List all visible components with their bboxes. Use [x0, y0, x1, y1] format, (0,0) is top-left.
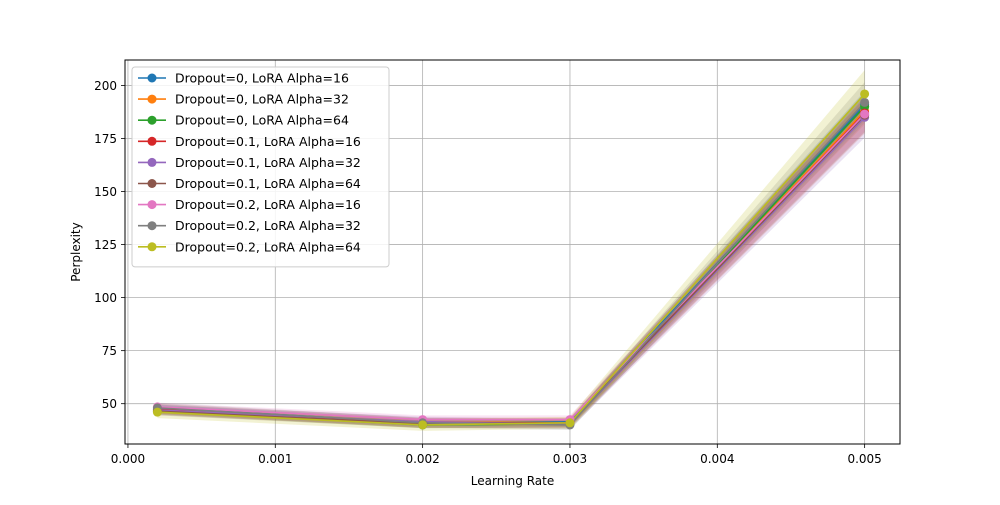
- legend-swatch-marker: [147, 157, 157, 167]
- legend-swatch-marker: [147, 179, 157, 188]
- legend-entry: Dropout=0, LoRA Alpha=64: [175, 113, 349, 128]
- plot-frame: [124, 59, 901, 445]
- data-point: [152, 407, 162, 417]
- y-axis-label: Perplexity: [69, 222, 83, 282]
- series-markers: [152, 89, 870, 430]
- data-point: [860, 109, 870, 119]
- y-tick-label: 75: [102, 344, 117, 358]
- legend-entry: Dropout=0.1, LoRA Alpha=16: [175, 134, 361, 149]
- legend: Dropout=0, LoRA Alpha=16 Dropout=0, LoRA …: [131, 66, 390, 268]
- x-tick-label: 0.005: [847, 452, 881, 466]
- legend-entry: Dropout=0, LoRA Alpha=16: [175, 71, 349, 86]
- legend-entry: Dropout=0.1, LoRA Alpha=64: [175, 176, 361, 191]
- data-point: [860, 97, 870, 107]
- x-tick-label: 0.004: [700, 452, 734, 466]
- legend-entry: Dropout=0.1, LoRA Alpha=32: [175, 155, 361, 170]
- x-tick-label: 0.001: [258, 452, 292, 466]
- legend-entry: Dropout=0, LoRA Alpha=32: [175, 92, 349, 107]
- x-axis-ticks: 0.000 0.001 0.002 0.003 0.004 0.005: [111, 444, 882, 466]
- y-tick-label: 175: [94, 132, 117, 146]
- y-tick-label: 100: [94, 291, 117, 305]
- legend-swatch-marker: [147, 94, 157, 104]
- legend-swatch-marker: [147, 242, 157, 252]
- data-point: [860, 89, 870, 99]
- y-tick-label: 150: [94, 185, 117, 199]
- series-line: [157, 93, 866, 426]
- legend-entry: Dropout=0.2, LoRA Alpha=64: [175, 239, 361, 254]
- x-axis-label: Learning Rate: [471, 474, 554, 488]
- series-line: [157, 113, 866, 421]
- series-lines: [157, 93, 866, 426]
- legend-box: [131, 66, 390, 268]
- y-tick-label: 125: [94, 238, 117, 252]
- y-tick-label: 200: [94, 79, 117, 93]
- x-tick-label: 0.000: [111, 452, 145, 466]
- x-tick-label: 0.003: [553, 452, 587, 466]
- data-point: [418, 420, 428, 430]
- legend-swatch-marker: [147, 221, 157, 231]
- y-axis-ticks: 50 75 100 125 150 175 200: [94, 79, 125, 411]
- y-tick-label: 50: [102, 397, 117, 411]
- legend-entry: Dropout=0.2, LoRA Alpha=32: [175, 218, 361, 233]
- x-tick-label: 0.002: [405, 452, 439, 466]
- legend-swatch-marker: [147, 200, 157, 210]
- legend-swatch-marker: [147, 115, 157, 125]
- legend-swatch-marker: [147, 73, 157, 83]
- legend-swatch-marker: [147, 136, 157, 146]
- series-band: [157, 70, 865, 431]
- data-point: [565, 418, 575, 428]
- legend-entry: Dropout=0.2, LoRA Alpha=16: [175, 197, 361, 212]
